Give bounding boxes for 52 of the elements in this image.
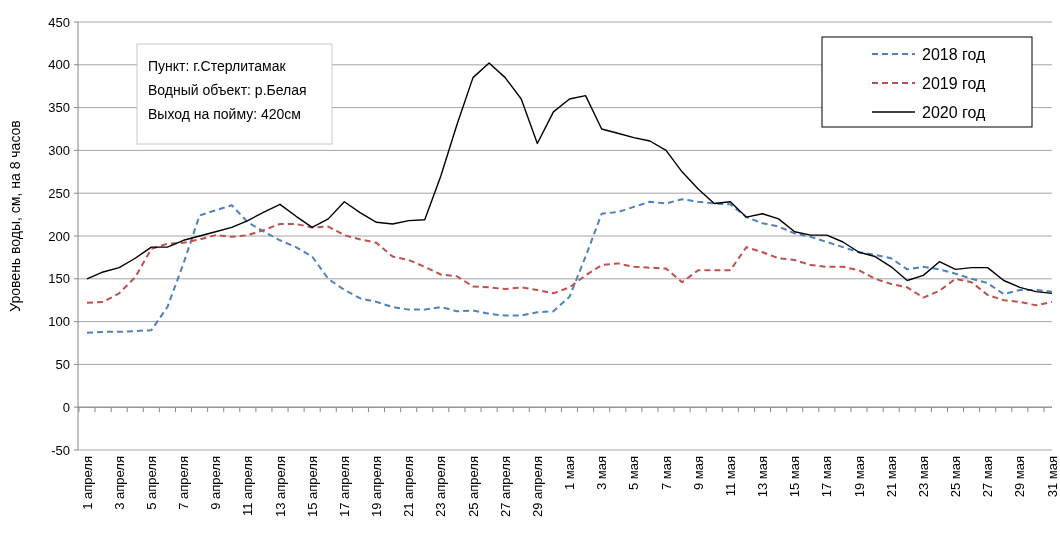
x-tick-label: 3 апреля <box>111 456 127 510</box>
legend-label: 2019 год <box>922 74 987 92</box>
x-tick-label: 9 мая <box>690 456 706 491</box>
x-tick-label: 15 апреля <box>304 456 320 517</box>
line-series <box>86 223 1053 307</box>
x-tick-label: 17 апреля <box>336 456 352 517</box>
x-tick-label: 27 мая <box>980 456 996 498</box>
y-tick-label: 250 <box>48 185 70 201</box>
x-tick-label: 19 апреля <box>369 456 385 517</box>
x-tick-label: 25 мая <box>948 456 964 498</box>
y-tick-label: 100 <box>48 314 70 330</box>
x-tick-label: 13 мая <box>755 456 771 498</box>
x-tick-label: 25 апреля <box>465 456 481 517</box>
line-series <box>86 198 1053 334</box>
x-tick-label: 21 апреля <box>401 456 417 517</box>
y-axis-title: Уровень воды, см, на 8 часов <box>7 120 23 312</box>
y-tick-label: 300 <box>48 142 70 158</box>
x-tick-label: 5 мая <box>626 456 642 491</box>
x-tick-label: 11 мая <box>722 456 738 497</box>
x-tick-label: 7 мая <box>658 456 674 491</box>
x-tick-label: 29 мая <box>1012 456 1028 498</box>
x-tick-label: 27 апреля <box>497 456 513 517</box>
x-tick-label: 23 мая <box>915 456 931 498</box>
x-tick-label: 17 мая <box>819 456 835 498</box>
x-tick-label: 9 апреля <box>208 456 224 510</box>
annotation: Водный объект: р.Белая <box>148 81 307 98</box>
line-series <box>86 62 1053 295</box>
x-tick-label: 13 апреля <box>272 456 288 517</box>
x-tick-label: 15 мая <box>787 456 803 498</box>
x-tick-label: 3 мая <box>594 456 610 491</box>
y-tick-label: 200 <box>48 228 70 244</box>
legend-label: 2020 год <box>922 103 987 121</box>
x-tick-label: 11 апреля <box>240 456 256 517</box>
annotation: Выход на пойму: 420см <box>148 105 301 122</box>
y-tick-label: 50 <box>55 356 70 372</box>
annotation: Пункт: г.Стерлитамак <box>148 57 287 74</box>
x-tick-label: 7 апреля <box>176 456 192 510</box>
x-tick-label: 1 апреля <box>79 456 95 510</box>
x-tick-label: 23 апреля <box>433 456 449 517</box>
y-tick-label: 350 <box>48 100 70 116</box>
x-tick-label: 5 апреля <box>143 456 159 510</box>
x-tick-label: 29 апреля <box>529 456 545 517</box>
x-tick-label: 21 мая <box>883 456 899 498</box>
x-tick-label: 19 мая <box>851 456 867 498</box>
legend-label: 2018 год <box>922 45 987 63</box>
y-tick-label: -50 <box>51 442 70 458</box>
x-tick-label: 31 мая <box>1044 456 1060 498</box>
y-tick-label: 0 <box>62 399 70 415</box>
y-tick-label: 400 <box>48 57 70 73</box>
x-tick-label: 1 мая <box>562 456 578 491</box>
y-tick-label: 150 <box>48 271 70 287</box>
y-tick-label: 450 <box>48 14 70 30</box>
